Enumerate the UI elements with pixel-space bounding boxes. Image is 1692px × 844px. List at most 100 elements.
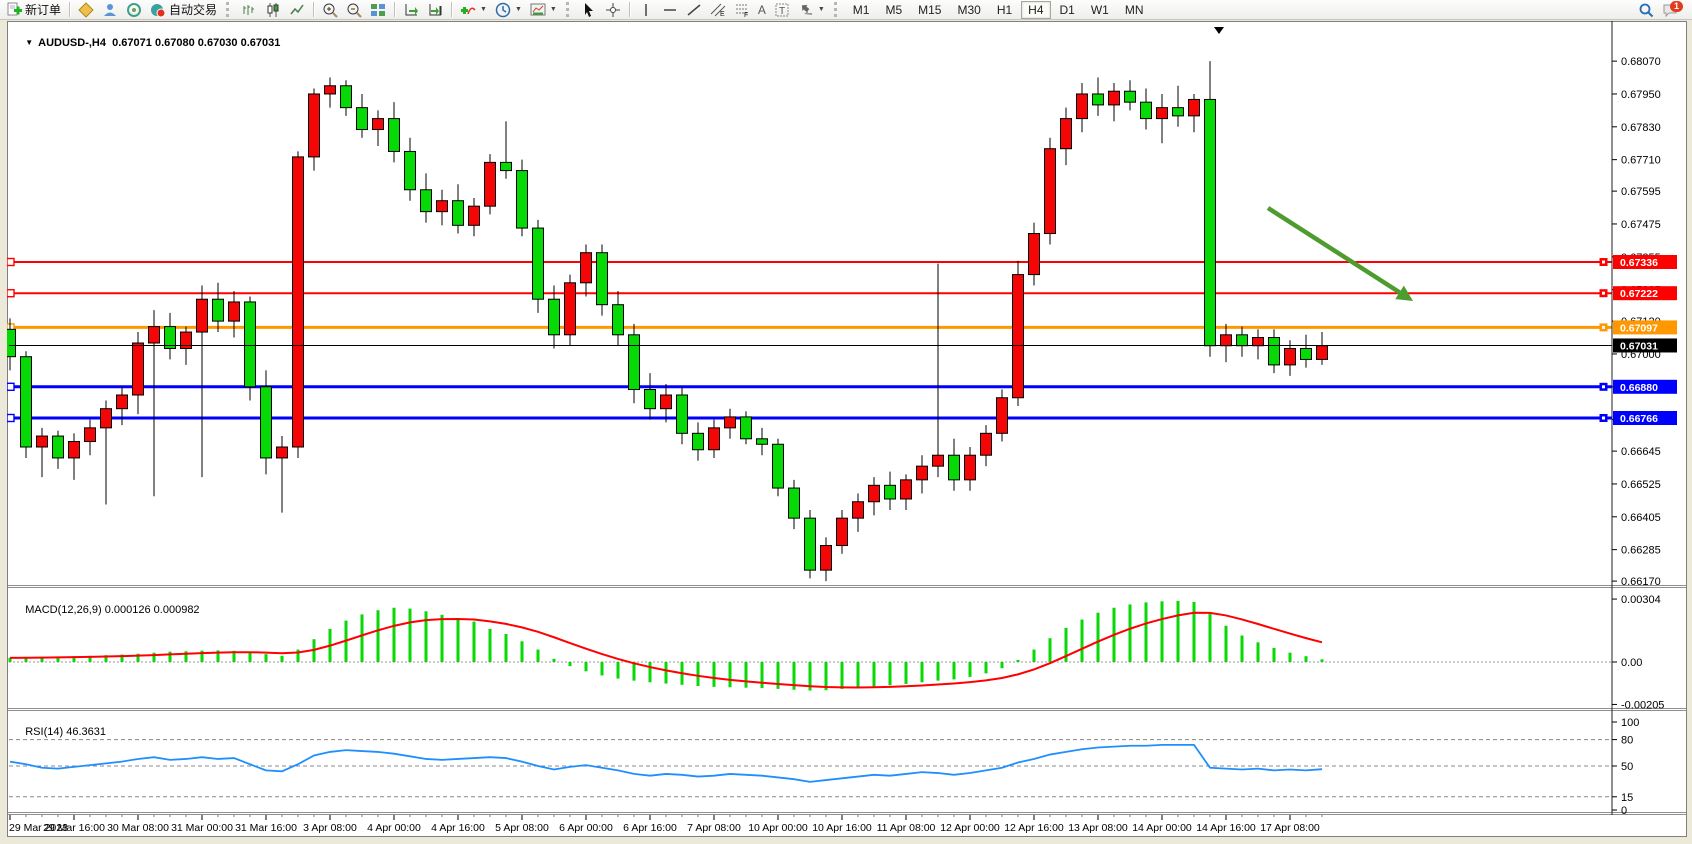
timeframe-h4[interactable]: H4 (1021, 0, 1051, 19)
time-axis-label: 14 Apr 16:00 (1196, 822, 1256, 834)
svg-text:0.67336: 0.67336 (1620, 257, 1658, 269)
crosshair-icon (605, 2, 621, 18)
horizontal-line-button[interactable] (658, 0, 682, 20)
chart-shift-marker[interactable] (1214, 27, 1224, 34)
vertical-line-button[interactable] (634, 0, 658, 20)
svg-text:50: 50 (1621, 761, 1633, 773)
timeframe-group: M1 M5 M15 M30 H1 H4 D1 W1 MN (845, 0, 1152, 19)
text-label-button[interactable]: T (770, 0, 794, 20)
horizontal-line-icon (662, 2, 678, 18)
tile-windows-button[interactable] (366, 0, 390, 20)
fibonacci-button[interactable]: F (730, 0, 754, 20)
timeframe-m15[interactable]: M15 (918, 2, 942, 17)
symbol-timeframe-label: AUDUSD-,H4 (38, 37, 106, 49)
chart-bars-button[interactable] (237, 0, 261, 20)
timeframe-m5[interactable]: M5 (885, 2, 903, 17)
autotrading-button[interactable]: 自动交易 (146, 0, 221, 20)
chart-title-bar: ▼ AUDUSD-,H4 0.67071 0.67080 0.67030 0.67… (13, 25, 280, 61)
svg-text:0.66405: 0.66405 (1621, 512, 1661, 524)
channel-button[interactable]: E (706, 0, 730, 20)
trend-arrow-object[interactable] (1266, 206, 1413, 301)
one-click-trading-toggle[interactable]: ▼ (25, 38, 34, 47)
time-axis-label: 7 Apr 08:00 (687, 822, 741, 834)
time-axis-label: 30 Mar 08:00 (107, 822, 169, 834)
macd-main-value: 0.000126 (104, 604, 151, 616)
new-order-label: 新订单 (25, 3, 62, 17)
svg-text:0.67222: 0.67222 (1620, 288, 1658, 300)
text-icon: A (757, 2, 766, 17)
time-axis-label: 3 Apr 08:00 (303, 822, 357, 834)
time-axis-label: 13 Apr 08:00 (1068, 822, 1128, 834)
zoom-out-button[interactable] (342, 0, 366, 20)
chart-candles-button[interactable] (261, 0, 285, 20)
cursor-button[interactable] (577, 0, 601, 20)
macd-pane: 0.00304 0.00 -0.00205 (8, 594, 1664, 711)
arrows-icon (798, 2, 814, 18)
time-axis-label: 4 Apr 16:00 (431, 822, 485, 834)
svg-text:0.68070: 0.68070 (1621, 56, 1661, 68)
toolbar-separator (628, 2, 630, 17)
chart-candles-icon (265, 2, 281, 18)
time-axis-label: 12 Apr 00:00 (940, 822, 1000, 834)
macd-signal-value: 0.000982 (153, 604, 200, 616)
macd-signal-line (9, 611, 1323, 689)
autotrading-icon (150, 2, 166, 18)
svg-text:100: 100 (1621, 717, 1639, 729)
toolbar-grip (565, 2, 572, 17)
timeframe-m1[interactable]: M1 (852, 2, 870, 17)
search-button[interactable] (1634, 0, 1658, 20)
chart-line-button[interactable] (285, 0, 309, 20)
horizontal-line-objects[interactable] (7, 257, 1612, 423)
ohlc-high: 0.67080 (154, 37, 195, 49)
ohlc-open: 0.67071 (112, 37, 152, 49)
timeframe-w1[interactable]: W1 (1090, 2, 1109, 17)
new-order-icon (6, 2, 22, 18)
fibonacci-icon: F (734, 2, 750, 19)
periods-button[interactable]: ▼ (491, 0, 526, 20)
chat-badge: 1 (1670, 0, 1683, 12)
new-order-button[interactable]: 新订单 (2, 0, 65, 20)
dropdown-caret: ▼ (817, 6, 825, 13)
chart-window (7, 21, 1687, 837)
trendline-button[interactable] (682, 0, 706, 20)
dropdown-caret: ▼ (549, 6, 557, 13)
autotrading-label: 自动交易 (169, 3, 218, 17)
signals-icon (126, 2, 142, 18)
timeframe-d1[interactable]: D1 (1059, 2, 1075, 17)
time-axis-label: 11 Apr 08:00 (877, 822, 936, 834)
timeframe-mn[interactable]: MN (1124, 2, 1144, 17)
arrows-button[interactable]: ▼ (794, 0, 829, 20)
chart-canvas[interactable]: 0.68070 0.67950 0.67830 0.67710 0.67595 0.674… (7, 21, 1687, 837)
text-button[interactable]: A (754, 0, 770, 20)
rsi-pane: 100 80 50 150 (9, 717, 1639, 817)
ide-button[interactable] (74, 0, 98, 20)
chat-button[interactable]: 1 (1658, 0, 1683, 20)
chart-shift-button[interactable] (423, 0, 447, 20)
svg-text:0.00304: 0.00304 (1621, 594, 1661, 606)
timeframe-m30[interactable]: M30 (957, 2, 981, 17)
svg-text:0.67031: 0.67031 (1620, 340, 1658, 352)
zoom-in-button[interactable] (318, 0, 342, 20)
crosshair-button[interactable] (601, 0, 625, 20)
chat-icon: 1 (1662, 0, 1683, 18)
cursor-icon (581, 2, 597, 18)
text-label-icon: T (774, 2, 790, 18)
templates-button[interactable]: ▼ (526, 0, 561, 20)
time-axis-label: 31 Mar 16:00 (235, 822, 297, 834)
svg-text:15: 15 (1621, 792, 1633, 804)
svg-text:0.00: 0.00 (1621, 657, 1642, 669)
timeframe-h1[interactable]: H1 (996, 2, 1013, 17)
svg-text:0.67710: 0.67710 (1621, 155, 1661, 167)
templates-icon (530, 2, 546, 18)
indicators-button[interactable]: ▼ (456, 0, 491, 20)
svg-text:0.67830: 0.67830 (1621, 122, 1661, 134)
pane-separators[interactable] (8, 585, 1686, 815)
svg-text:F: F (744, 12, 748, 18)
dropdown-caret: ▼ (514, 6, 522, 13)
autoscroll-button[interactable] (399, 0, 423, 20)
community-button[interactable] (98, 0, 122, 20)
ide-icon (78, 1, 94, 18)
signals-button[interactable] (122, 0, 146, 20)
ohlc-low: 0.67030 (197, 37, 238, 49)
